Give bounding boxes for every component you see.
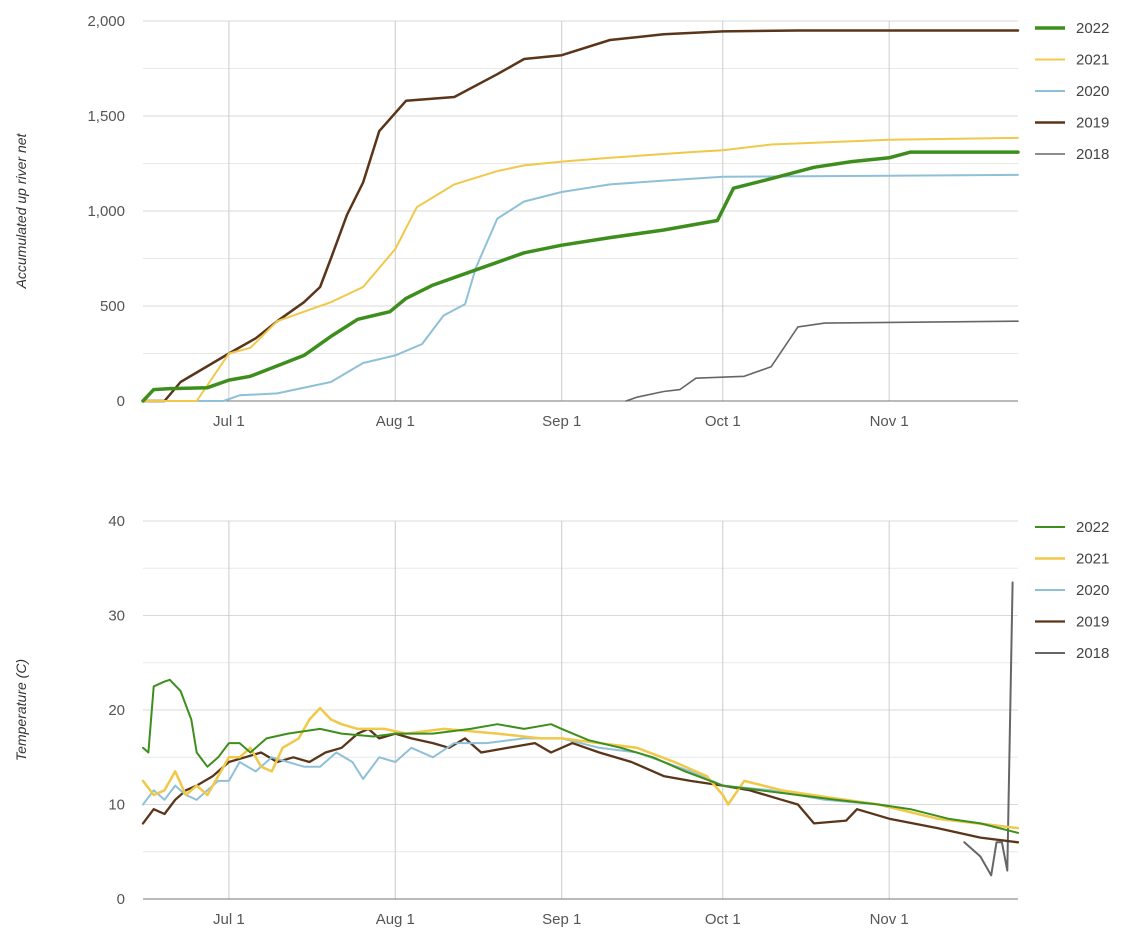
- lower-y-tick-label: 10: [108, 797, 125, 814]
- upper-x-tick-label: Jul 1: [213, 413, 245, 430]
- lower-y-tick-label: 0: [117, 891, 125, 908]
- upper-x-tick-label: Nov 1: [870, 413, 909, 430]
- lower-x-tick-label: Jul 1: [213, 911, 245, 928]
- upper-series-2020-line: [142, 173, 1019, 402]
- upper-series-2021-line: [142, 136, 1019, 402]
- lower-series-2022-line: [142, 678, 1019, 834]
- lower-legend-label-2022: 2022: [1076, 519, 1109, 536]
- upper-legend-label-2018: 2018: [1076, 146, 1109, 163]
- lower-y-axis-label: Temperature (C): [13, 659, 29, 761]
- lower-x-tick-label: Sep 1: [542, 911, 581, 928]
- upper-x-tick-label: Oct 1: [705, 413, 741, 430]
- lower-legend-label-2021: 2021: [1076, 551, 1109, 568]
- upper-y-tick-label: 0: [117, 393, 125, 410]
- upper-x-tick-label: Sep 1: [542, 413, 581, 430]
- lower-legend-label-2020: 2020: [1076, 582, 1109, 599]
- lower-y-tick-label: 40: [108, 513, 125, 530]
- lower-series-2020-line: [142, 737, 1019, 830]
- upper-y-tick-label: 1,500: [87, 108, 125, 125]
- upper-legend-label-2020: 2020: [1076, 83, 1109, 100]
- upper-legend-label-2021: 2021: [1076, 52, 1109, 69]
- lower-y-tick-label: 20: [108, 702, 125, 719]
- lower-y-tick-label: 30: [108, 608, 125, 625]
- upper-legend-label-2019: 2019: [1076, 115, 1109, 132]
- upper-y-tick-label: 2,000: [87, 13, 125, 30]
- lower-legend-label-2018: 2018: [1076, 645, 1109, 662]
- upper-series-2019-line: [141, 29, 1020, 403]
- lower-x-tick-label: Aug 1: [376, 911, 415, 928]
- upper-y-tick-label: 1,000: [87, 203, 125, 220]
- lower-series-2021-line: [141, 706, 1020, 830]
- upper-x-tick-label: Aug 1: [376, 413, 415, 430]
- upper-y-axis-label: Accumulated up river net: [13, 132, 29, 289]
- lower-x-tick-label: Oct 1: [705, 911, 741, 928]
- upper-series-2018-line: [625, 320, 1019, 402]
- lower-series-2019-line: [141, 727, 1020, 844]
- upper-legend-label-2022: 2022: [1076, 20, 1109, 37]
- upper-y-tick-label: 500: [100, 298, 125, 315]
- lower-series-2018-line: [963, 581, 1014, 877]
- lower-x-tick-label: Nov 1: [870, 911, 909, 928]
- lower-legend-label-2019: 2019: [1076, 614, 1109, 631]
- upper-series-2022-line: [141, 150, 1020, 403]
